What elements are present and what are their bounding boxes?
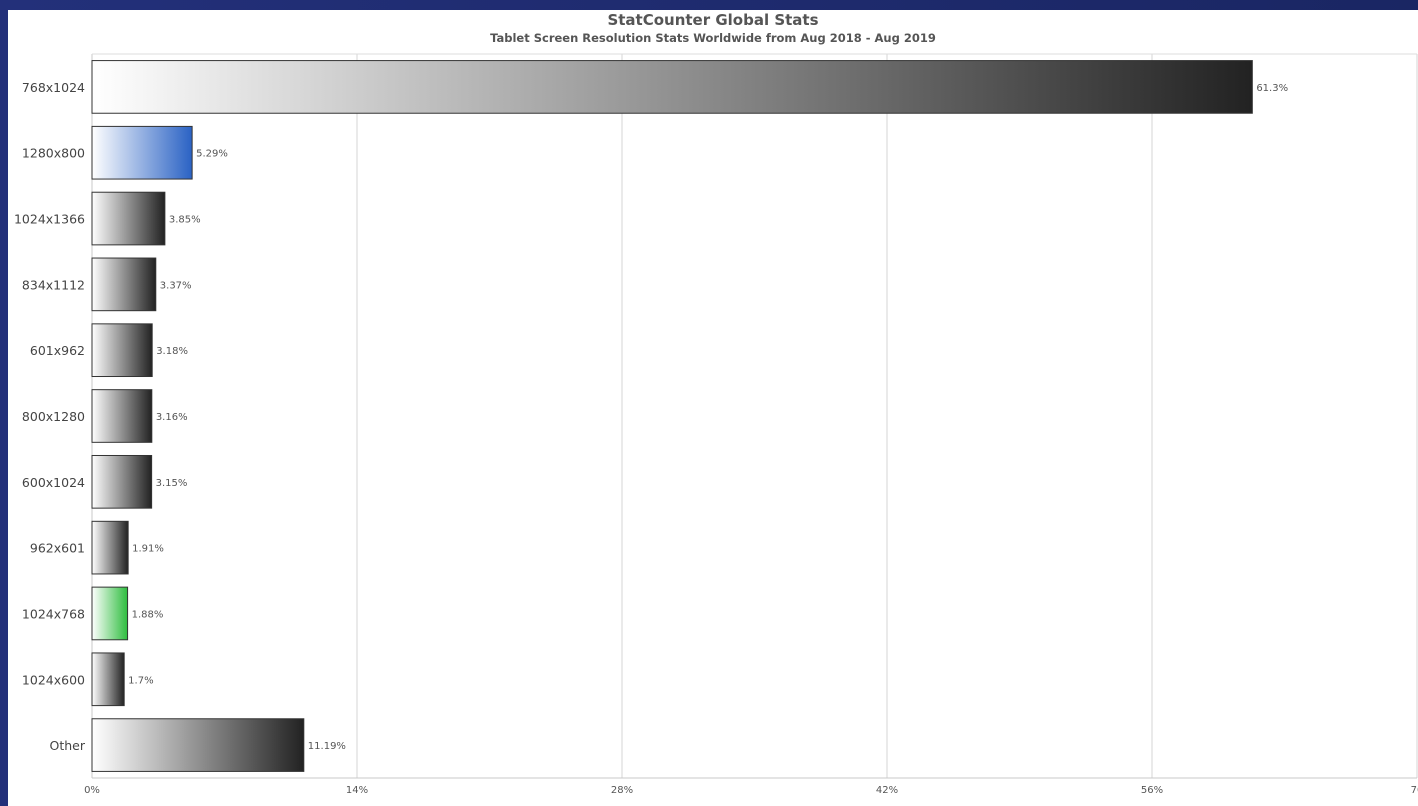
- labels: 0% 14% 28% 42% 56% 70 61.3% 768x1024 5.29% 1280x8…: [14, 80, 1418, 796]
- grid-lines: [356, 54, 1418, 778]
- bars: [91, 60, 1253, 772]
- bar-1024x1366: [91, 191, 166, 246]
- x-tick-label: 14%: [346, 785, 368, 796]
- bar-1280x800: [91, 125, 193, 180]
- category-label: 1024x768: [22, 606, 85, 621]
- x-tick-label: 0%: [84, 785, 100, 796]
- value-label: 3.37%: [160, 280, 192, 291]
- value-label: 3.85%: [169, 215, 201, 226]
- bar-600x1024: [91, 454, 153, 509]
- bar-768x1024: [91, 60, 1253, 114]
- bar-834x1112: [91, 257, 157, 312]
- value-label: 61.3%: [1256, 83, 1288, 94]
- category-label: 601x962: [30, 343, 85, 358]
- bar-other: [91, 718, 305, 772]
- x-tick-label: 42%: [876, 785, 898, 796]
- x-tick-label: 70: [1411, 785, 1418, 796]
- category-label: Other: [50, 738, 86, 753]
- category-label: 1024x600: [22, 672, 85, 687]
- chart-title: StatCounter Global Stats: [607, 11, 819, 29]
- value-label: 3.15%: [156, 478, 188, 489]
- category-label: 800x1280: [22, 409, 85, 424]
- bar-1024x768: [91, 586, 129, 641]
- value-label: 1.7%: [128, 675, 153, 686]
- bar-1024x600: [91, 652, 125, 707]
- value-label: 11.19%: [308, 741, 346, 752]
- value-label: 1.91%: [132, 544, 164, 555]
- value-label: 3.16%: [156, 412, 188, 423]
- chart-subtitle: Tablet Screen Resolution Stats Worldwide…: [490, 31, 936, 45]
- category-label: 600x1024: [22, 475, 85, 490]
- x-tick-label: 28%: [611, 785, 633, 796]
- category-label: 768x1024: [22, 80, 85, 95]
- value-label: 5.29%: [196, 149, 228, 160]
- category-label: 962x601: [30, 541, 85, 556]
- chart-frame: StatCounter Global Stats Tablet Screen R…: [8, 10, 1418, 806]
- bar-962x601: [91, 520, 129, 575]
- value-label: 3.18%: [156, 346, 188, 357]
- bar-601x962: [91, 323, 153, 378]
- x-tick-label: 56%: [1141, 785, 1163, 796]
- value-label: 1.88%: [132, 609, 164, 620]
- axes: [91, 53, 1417, 779]
- category-label: 834x1112: [22, 277, 85, 292]
- bar-chart: 0% 14% 28% 42% 56% 70 61.3% 768x1024 5.29% 1280x8…: [14, 53, 1418, 796]
- category-label: 1280x800: [22, 146, 85, 161]
- category-label: 1024x1366: [14, 212, 85, 227]
- bar-800x1280: [91, 389, 153, 443]
